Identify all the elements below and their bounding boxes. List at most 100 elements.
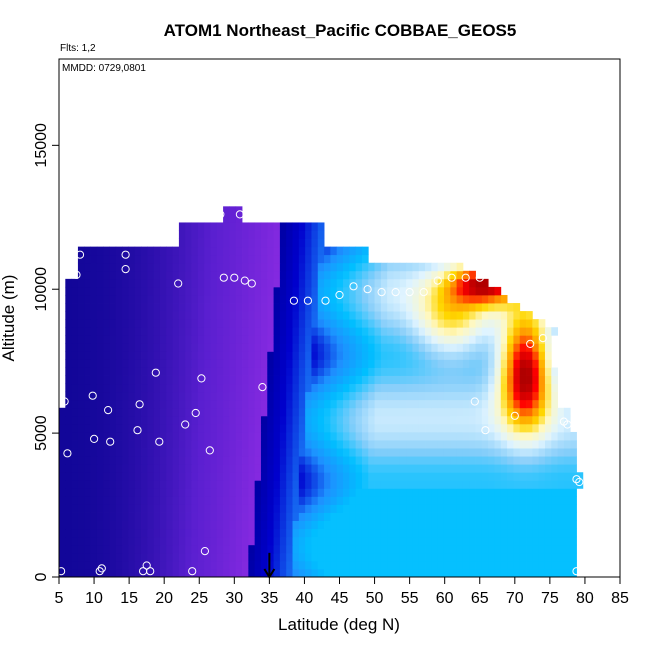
heatmap-cell — [412, 472, 420, 481]
heatmap-cell — [84, 367, 91, 376]
heatmap-cell — [71, 448, 79, 457]
heatmap-cell — [166, 359, 173, 368]
heatmap-cell — [475, 440, 483, 449]
heatmap-cell — [115, 504, 123, 513]
heatmap-cell — [223, 440, 230, 449]
heatmap-cell — [147, 496, 155, 505]
heatmap-cell — [412, 544, 420, 554]
heatmap-cell — [311, 399, 319, 409]
heatmap-cell — [191, 480, 199, 489]
heatmap-cell — [159, 391, 167, 401]
heatmap-cell — [336, 536, 344, 546]
heatmap-cell — [349, 359, 357, 368]
heatmap-cell — [191, 254, 199, 264]
heatmap-cell — [59, 568, 66, 578]
heatmap-cell — [443, 512, 451, 521]
heatmap-cell — [311, 544, 319, 554]
heatmap-cell — [393, 536, 401, 546]
heatmap-cell — [159, 464, 167, 473]
heatmap-cell — [134, 383, 142, 393]
heatmap-cell — [311, 270, 319, 280]
heatmap-cell — [235, 560, 243, 570]
heatmap-cell — [103, 351, 110, 360]
heatmap-cell — [311, 246, 319, 256]
heatmap-cell — [418, 286, 426, 296]
heatmap-cell — [141, 464, 148, 473]
heatmap-cell — [248, 399, 256, 409]
heatmap-cell — [65, 407, 73, 417]
heatmap-cell — [311, 407, 319, 417]
heatmap-cell — [298, 383, 306, 393]
heatmap-cell — [210, 383, 218, 393]
heatmap-cell — [115, 488, 123, 497]
heatmap-cell — [223, 319, 230, 328]
heatmap-cell — [254, 496, 262, 505]
heatmap-cell — [103, 480, 110, 489]
heatmap-cell — [273, 560, 281, 570]
heatmap-cell — [494, 512, 502, 521]
heatmap-cell — [526, 415, 533, 425]
heatmap-cell — [159, 544, 167, 554]
heatmap-cell — [431, 311, 439, 320]
heatmap-cell — [128, 319, 136, 328]
heatmap-cell — [311, 262, 319, 272]
heatmap-cell — [557, 496, 565, 505]
heatmap-cell — [109, 472, 117, 481]
heatmap-cell — [418, 423, 426, 433]
heatmap-cell — [286, 246, 293, 256]
heatmap-cell — [507, 472, 514, 481]
heatmap-cell — [216, 335, 224, 344]
heatmap-cell — [191, 262, 199, 272]
heatmap-cell — [538, 456, 546, 465]
heatmap-cell — [380, 528, 388, 538]
heatmap-cell — [134, 544, 142, 554]
heatmap-cell — [292, 464, 300, 473]
heatmap-cell — [292, 448, 300, 457]
heatmap-cell — [134, 278, 142, 288]
heatmap-cell — [122, 303, 129, 312]
heatmap-cell — [122, 294, 129, 304]
heatmap-cell — [317, 520, 325, 530]
heatmap-cell — [305, 311, 312, 320]
heatmap-cell — [115, 303, 123, 312]
heatmap-cell — [242, 335, 249, 344]
heatmap-cell — [210, 278, 218, 288]
heatmap-cell — [361, 560, 369, 570]
heatmap-cell — [65, 415, 73, 425]
heatmap-cell — [305, 351, 312, 360]
heatmap-cell — [59, 488, 66, 497]
heatmap-cell — [317, 270, 325, 280]
heatmap-cell — [77, 415, 85, 425]
heatmap-cell — [109, 560, 117, 570]
heatmap-cell — [324, 359, 331, 368]
heatmap-cell — [305, 504, 312, 513]
heatmap-cell — [279, 464, 287, 473]
heatmap-cell — [178, 399, 186, 409]
heatmap-cell — [349, 407, 357, 417]
heatmap-cell — [122, 343, 129, 352]
heatmap-cell — [519, 544, 527, 554]
heatmap-cell — [387, 472, 394, 481]
heatmap-cell — [519, 520, 527, 530]
heatmap-cell — [532, 568, 540, 578]
heatmap-cell — [65, 343, 73, 352]
heatmap-cell — [216, 568, 224, 578]
heatmap-cell — [481, 528, 489, 538]
heatmap-cell — [96, 254, 104, 264]
heatmap-cell — [134, 335, 142, 344]
heatmap-cell — [488, 383, 495, 393]
heatmap-cell — [191, 488, 199, 497]
heatmap-cell — [494, 552, 502, 562]
heatmap-cell — [507, 496, 514, 505]
heatmap-cell — [273, 464, 281, 473]
heatmap-cell — [248, 407, 256, 417]
heatmap-cell — [343, 254, 350, 264]
heatmap-cell — [115, 415, 123, 425]
heatmap-cell — [475, 544, 483, 554]
observation-point — [563, 420, 572, 429]
heatmap-cell — [412, 415, 420, 425]
heatmap-cell — [59, 528, 66, 538]
heatmap-cell — [103, 319, 110, 328]
heatmap-cell — [109, 327, 117, 336]
heatmap-cell — [406, 262, 413, 272]
